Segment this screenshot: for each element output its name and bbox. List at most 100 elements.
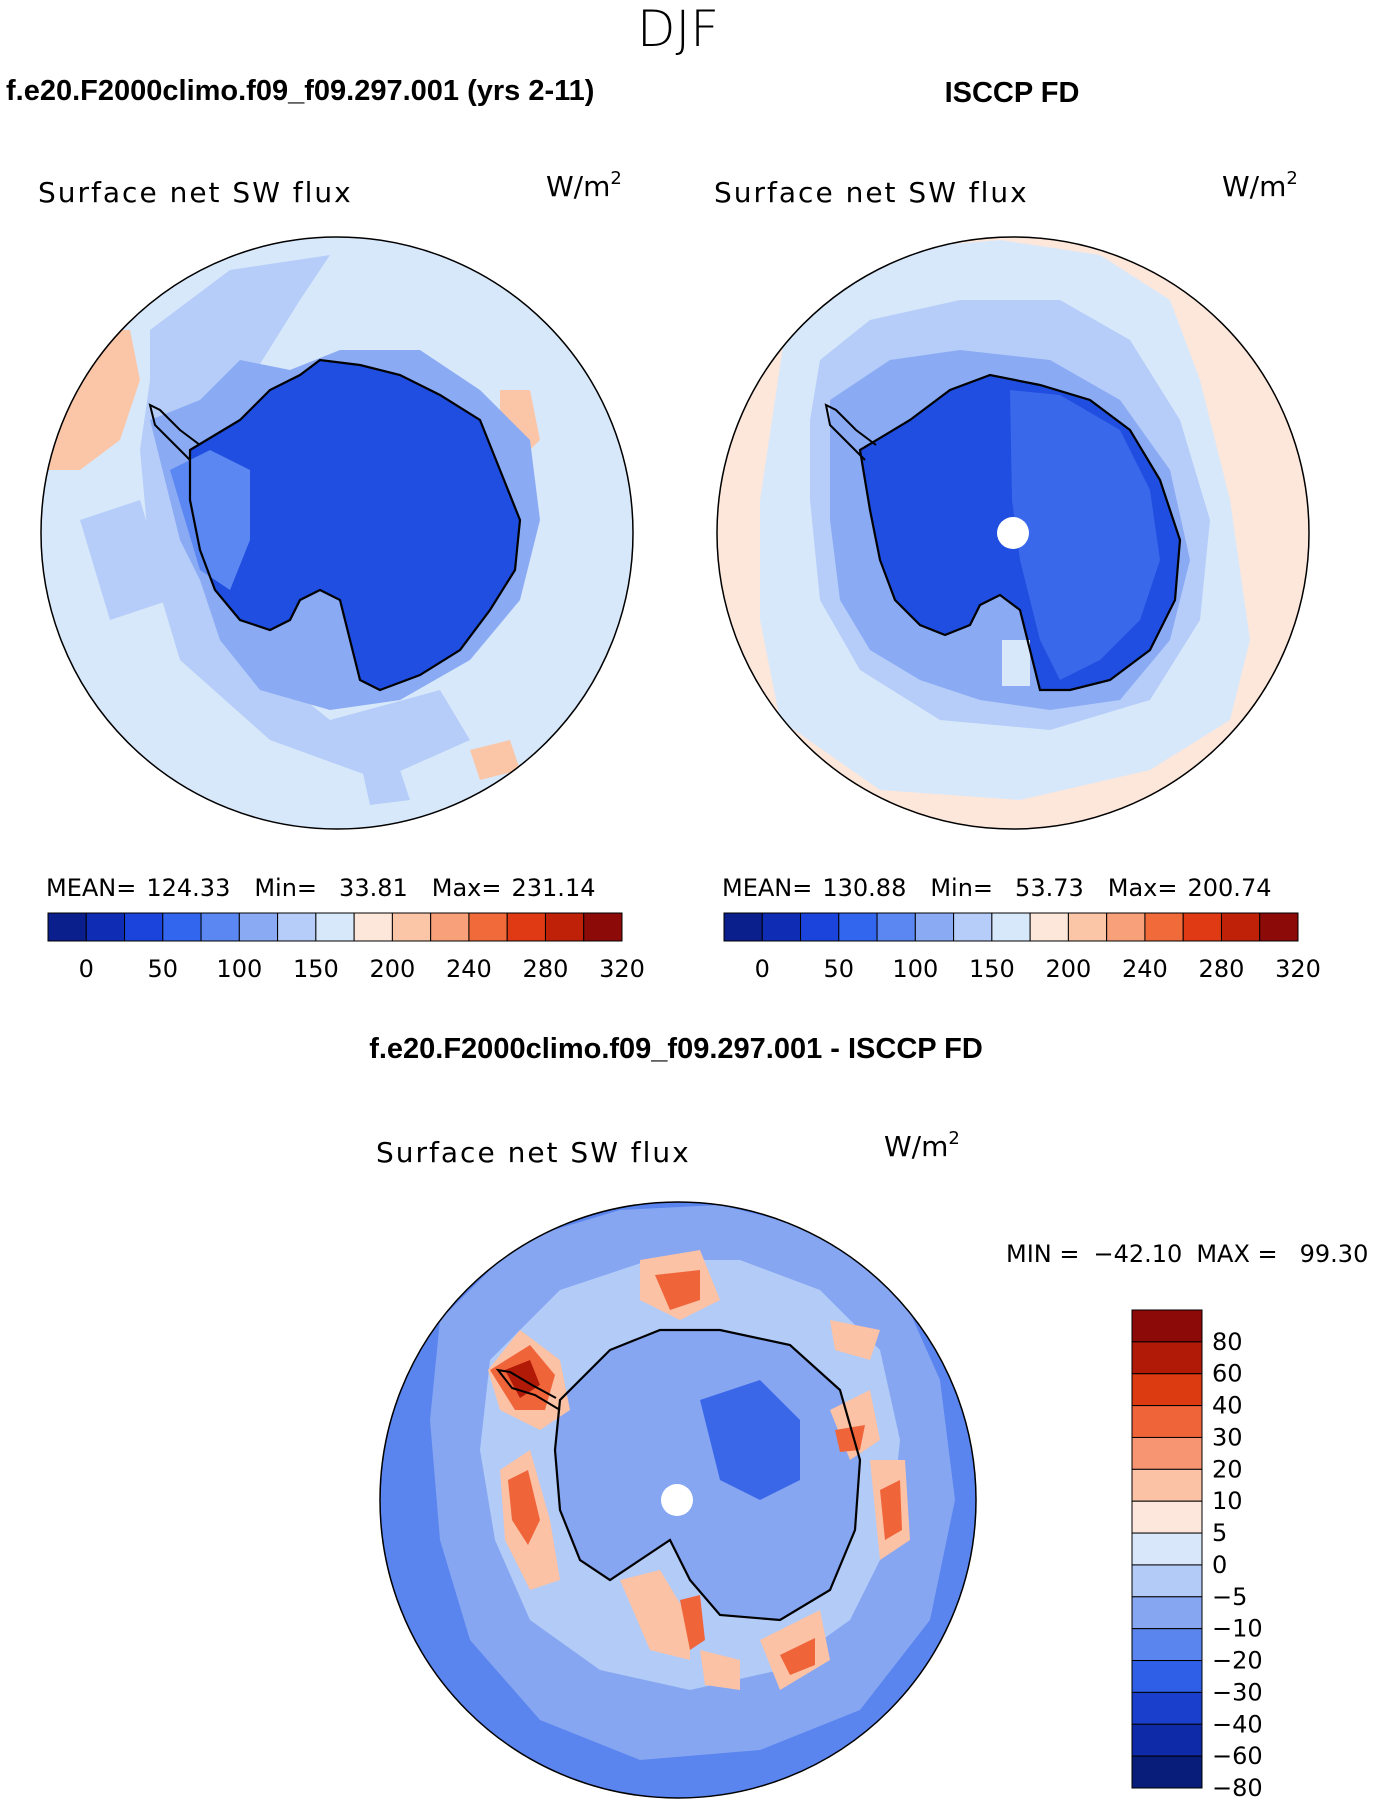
panel-obs-variable: Surface net SW flux — [714, 176, 1029, 209]
colorbar-swatch — [800, 912, 840, 942]
colorbar-obs-ticks: 0 50 100 150 200 240 280 320 — [755, 955, 1321, 983]
map-region-diff-red-light — [830, 1390, 880, 1460]
panel-obs-title: ISCCP FD — [945, 77, 1080, 109]
colorbar-swatch — [1131, 1755, 1203, 1789]
colorbar-tick-label: −40 — [1212, 1710, 1263, 1738]
colorbar-swatch — [991, 912, 1031, 942]
panel-diff-variable: Surface net SW flux — [376, 1136, 691, 1169]
colorbar-swatch — [47, 912, 87, 942]
panel-model: f.e20.F2000climo.f09_f09.297.001 (yrs 2-… — [6, 75, 645, 983]
colorbar-swatch — [1131, 1628, 1203, 1662]
map-region-diff-red — [508, 1470, 540, 1545]
colorbar-tick-label: 240 — [446, 955, 492, 983]
panel-model-title: f.e20.F2000climo.f09_f09.297.001 (yrs 2-… — [6, 75, 594, 107]
colorbar-swatch — [1131, 1309, 1203, 1343]
map-obs-peninsula — [824, 403, 877, 461]
colorbar-tick-label: 0 — [79, 955, 94, 983]
colorbar-tick-label: 0 — [755, 955, 770, 983]
colorbar-tick-label: 20 — [1212, 1455, 1243, 1483]
colorbar-swatch — [1131, 1723, 1203, 1757]
colorbar-swatch — [506, 912, 546, 942]
map-model-coastline — [188, 358, 522, 692]
colorbar-tick-label: 200 — [1045, 955, 1091, 983]
stat-max-label: MAX = — [1196, 1240, 1277, 1268]
map-diff-peninsula — [495, 1368, 561, 1411]
stat-max-label: Max= — [1108, 874, 1178, 902]
colorbar-swatch — [124, 912, 164, 942]
colorbar-tick-label: 60 — [1212, 1360, 1243, 1388]
stat-mean-label: MEAN= — [46, 874, 136, 902]
stat-mean-value: 124.33 — [146, 874, 230, 902]
stat-min-value: 53.73 — [1015, 874, 1084, 902]
stat-max-label: Max= — [432, 874, 502, 902]
panel-model-units-text: W/m — [546, 170, 610, 203]
map-region-interior — [190, 360, 520, 690]
colorbar-tick-label: −80 — [1212, 1774, 1263, 1800]
stat-min-label: Min= — [254, 874, 317, 902]
colorbar-swatch — [1131, 1373, 1203, 1407]
stat-min-value: 33.81 — [339, 874, 408, 902]
stat-mean-value: 130.88 — [822, 874, 906, 902]
stat-min-value: −42.10 — [1093, 1240, 1182, 1268]
colorbar-swatch — [238, 912, 279, 942]
colorbar-tick-label: 100 — [892, 955, 938, 983]
panel-diff-units: W/m2 — [884, 1128, 960, 1163]
colorbar-swatch — [544, 912, 585, 942]
map-region-interior-light — [1010, 390, 1160, 680]
map-region-ocean-mid — [360, 760, 410, 805]
colorbar-swatch — [1131, 1405, 1203, 1438]
colorbar-swatch — [315, 912, 355, 942]
colorbar-swatch — [1131, 1691, 1203, 1725]
panel-diff-units-exp: 2 — [948, 1128, 959, 1149]
colorbar-swatch — [1220, 912, 1261, 942]
map-region-ocean-mid — [80, 500, 170, 620]
stat-mean-label: MEAN= — [722, 874, 812, 902]
map-region-diff-red-light — [700, 1650, 740, 1690]
colorbar-swatch — [723, 912, 763, 942]
panel-obs: ISCCP FD Surface net SW flux W/m2 MEAN= 1… — [714, 77, 1321, 983]
colorbar-tick-label: 100 — [216, 955, 262, 983]
colorbar-tick-label: 150 — [969, 955, 1015, 983]
panel-diff-units-text: W/m — [884, 1130, 948, 1163]
map-model-peninsula — [148, 403, 201, 461]
panel-obs-units: W/m2 — [1222, 168, 1298, 203]
map-region-diff-red-light — [620, 1570, 690, 1660]
stats-diff: MIN = −42.10 MAX = 99.30 — [1006, 1240, 1368, 1268]
map-obs — [717, 237, 1309, 829]
colorbar-tick-label: 50 — [148, 955, 179, 983]
stats-obs: MEAN= 130.88 Min= 53.73 Max= 200.74 — [722, 874, 1271, 902]
map-diff — [380, 1202, 976, 1798]
colorbar-tick-label: −10 — [1212, 1615, 1263, 1643]
colorbar-tick-label: 30 — [1212, 1423, 1243, 1451]
colorbar-swatch — [1131, 1596, 1203, 1630]
colorbar-tick-label: −60 — [1212, 1742, 1263, 1770]
stat-max-value: 231.14 — [512, 874, 596, 902]
colorbar-swatch — [1182, 912, 1222, 942]
colorbar-swatch — [1131, 1532, 1203, 1566]
map-region-diff-red — [655, 1270, 700, 1310]
colorbar-swatch — [1131, 1341, 1203, 1375]
colorbar-tick-label: 150 — [293, 955, 339, 983]
colorbar-swatch — [1067, 912, 1108, 942]
colorbar-swatch — [85, 912, 126, 942]
map-region-warm-patch — [470, 740, 520, 780]
stat-min-label: MIN = — [1006, 1240, 1079, 1268]
colorbar-swatch — [391, 912, 432, 942]
colorbar-swatch — [876, 912, 916, 942]
panel-model-units: W/m2 — [546, 168, 622, 203]
colorbar-swatch — [914, 912, 955, 942]
map-region-diff-red — [780, 1638, 815, 1675]
map-model-frame — [40, 236, 634, 830]
colorbar-swatch — [1131, 1500, 1203, 1534]
colorbar-swatch — [1106, 912, 1146, 942]
map-obs-frame — [716, 236, 1310, 830]
colorbar-tick-label: 280 — [1199, 955, 1245, 983]
colorbar-swatch — [277, 912, 317, 942]
colorbar-tick-label: 320 — [1275, 955, 1321, 983]
colorbar-model — [47, 912, 623, 942]
panel-diff: f.e20.F2000climo.f09_f09.297.001 - ISCCP… — [369, 1033, 1368, 1800]
colorbar-tick-label: 200 — [369, 955, 415, 983]
stat-max-value: 200.74 — [1188, 874, 1272, 902]
colorbar-tick-label: 80 — [1212, 1328, 1243, 1356]
